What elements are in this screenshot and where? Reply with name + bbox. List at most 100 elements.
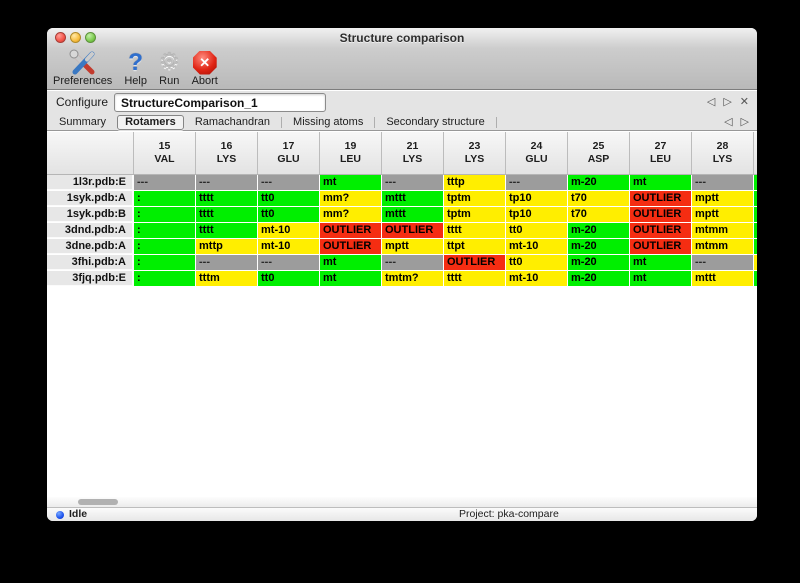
rotamer-cell[interactable]: --- (506, 175, 568, 191)
rotamer-cell[interactable]: : (134, 223, 196, 239)
rotamer-cell[interactable]: --- (382, 255, 444, 271)
rotamer-cell[interactable]: OUTLIER (630, 239, 692, 255)
rotamer-cell[interactable]: mt (320, 175, 382, 191)
column-header[interactable]: 16 LYS (196, 132, 258, 174)
rotamer-cell[interactable]: mm? (320, 191, 382, 207)
row-label[interactable]: 3dne.pdb:A (47, 239, 134, 254)
rotamer-cell[interactable]: --- (382, 175, 444, 191)
rotamer-cell[interactable]: tttp (444, 175, 506, 191)
rotamer-cell[interactable]: tt0 (506, 223, 568, 239)
rotamer-cell[interactable]: tt0 (258, 191, 320, 207)
config-next-icon[interactable]: ▷ (723, 96, 732, 108)
rotamer-cell[interactable]: tt0 (258, 271, 320, 287)
row-label[interactable]: 3fjq.pdb:E (47, 271, 134, 286)
column-header[interactable]: 15 VAL (134, 132, 196, 174)
rotamer-cell[interactable]: mtmm (692, 223, 754, 239)
run-button[interactable]: ⚙ Run (159, 49, 180, 87)
rotamer-cell[interactable]: --- (134, 175, 196, 191)
rotamer-cell[interactable]: m-20 (568, 239, 630, 255)
rotamer-cell[interactable]: mtmm (692, 239, 754, 255)
rotamer-cell[interactable]: t70 (568, 191, 630, 207)
rotamer-cell[interactable]: mt-10 (258, 239, 320, 255)
help-button[interactable]: ? Help (124, 49, 147, 87)
preferences-button[interactable]: Preferences (53, 49, 112, 87)
rotamer-cell[interactable]: mt-10 (506, 271, 568, 287)
rotamer-cell[interactable]: m-20 (568, 223, 630, 239)
rotamer-cell[interactable]: tp10 (506, 191, 568, 207)
rotamer-cell[interactable]: tmtm? (382, 271, 444, 287)
rotamer-cell[interactable]: --- (196, 255, 258, 271)
abort-button[interactable]: ✕ Abort (192, 49, 218, 87)
row-label[interactable]: 1l3r.pdb:E (47, 175, 134, 190)
rotamer-cell[interactable]: : (134, 207, 196, 223)
row-label[interactable]: 1syk.pdb:A (47, 191, 134, 206)
rotamer-cell[interactable]: tptm (444, 191, 506, 207)
column-header[interactable]: 28 LYS (692, 132, 754, 174)
rotamer-cell[interactable]: t70 (568, 207, 630, 223)
column-header[interactable]: 24 GLU (506, 132, 568, 174)
rotamer-cell[interactable]: tttt (444, 271, 506, 287)
rotamer-cell[interactable]: mttt (692, 271, 754, 287)
rotamer-cell[interactable]: mt (630, 175, 692, 191)
config-prev-icon[interactable]: ◁ (706, 96, 716, 108)
rotamer-cell[interactable]: OUTLIER (630, 191, 692, 207)
tab-ramachandran[interactable]: Ramachandran (194, 115, 271, 128)
rotamer-cell[interactable]: mptt (382, 239, 444, 255)
rotamer-cell[interactable]: tttm (196, 271, 258, 287)
rotamer-cell[interactable]: mttp (196, 239, 258, 255)
scrollbar-thumb[interactable] (78, 499, 118, 505)
rotamer-cell[interactable]: OUTLIER (444, 255, 506, 271)
rotamer-cell[interactable]: m-20 (568, 175, 630, 191)
tabs-next-icon[interactable]: ▷ (740, 116, 749, 128)
rotamer-cell[interactable]: tttt (196, 223, 258, 239)
rotamer-cell[interactable]: mm? (320, 207, 382, 223)
row-label[interactable]: 3dnd.pdb:A (47, 223, 134, 238)
rotamer-cell[interactable]: OUTLIER (320, 239, 382, 255)
column-header[interactable]: 17 GLU (258, 132, 320, 174)
tab-missing-atoms[interactable]: Missing atoms (293, 115, 364, 128)
rotamer-cell[interactable]: --- (258, 255, 320, 271)
column-header[interactable]: 19 LEU (320, 132, 382, 174)
rotamer-cell[interactable]: mptt (692, 191, 754, 207)
rotamer-cell[interactable]: OUTLIER (320, 223, 382, 239)
rotamer-cell[interactable]: tt0 (506, 255, 568, 271)
column-header[interactable]: 21 LYS (382, 132, 444, 174)
rotamer-cell[interactable]: mt (630, 271, 692, 287)
rotamer-cell[interactable]: --- (196, 175, 258, 191)
rotamer-cell[interactable]: OUTLIER (630, 207, 692, 223)
rotamer-cell[interactable]: tttt (196, 207, 258, 223)
column-header[interactable]: 25 ASP (568, 132, 630, 174)
close-window-button[interactable] (55, 32, 66, 43)
rotamer-cell[interactable]: --- (258, 175, 320, 191)
rotamer-cell[interactable]: mt (630, 255, 692, 271)
configure-name-field[interactable] (114, 93, 326, 112)
rotamer-cell[interactable]: mt (320, 271, 382, 287)
rotamer-cell[interactable]: tttt (444, 223, 506, 239)
config-close-icon[interactable]: ✕ (739, 96, 749, 108)
tab-summary[interactable]: Summary (59, 115, 107, 128)
rotamer-cell[interactable]: : (134, 255, 196, 271)
rotamer-cell[interactable]: mptt (692, 207, 754, 223)
rotamer-cell[interactable]: tptm (444, 207, 506, 223)
rotamer-cell[interactable]: ttpt (444, 239, 506, 255)
zoom-window-button[interactable] (85, 32, 96, 43)
rotamer-cell[interactable]: : (134, 191, 196, 207)
rotamer-cell[interactable]: : (134, 239, 196, 255)
rotamer-cell[interactable]: tttt (196, 191, 258, 207)
rotamer-cell[interactable]: OUTLIER (630, 223, 692, 239)
horizontal-scrollbar[interactable] (47, 497, 757, 507)
tab-secondary-structure[interactable]: Secondary structure (386, 115, 485, 128)
rotamer-cell[interactable]: m-20 (568, 255, 630, 271)
row-label[interactable]: 3fhi.pdb:A (47, 255, 134, 270)
rotamer-cell[interactable]: mt (320, 255, 382, 271)
rotamer-cell[interactable]: tt0 (258, 207, 320, 223)
rotamer-cell[interactable]: OUTLIER (382, 223, 444, 239)
rotamer-cell[interactable]: mttt (382, 191, 444, 207)
rotamer-cell[interactable]: : (134, 271, 196, 287)
rotamer-cell[interactable]: --- (692, 255, 754, 271)
rotamer-cell[interactable]: mt-10 (506, 239, 568, 255)
column-header[interactable]: 23 LYS (444, 132, 506, 174)
minimize-window-button[interactable] (70, 32, 81, 43)
row-label[interactable]: 1syk.pdb:B (47, 207, 134, 222)
rotamer-cell[interactable]: --- (692, 175, 754, 191)
